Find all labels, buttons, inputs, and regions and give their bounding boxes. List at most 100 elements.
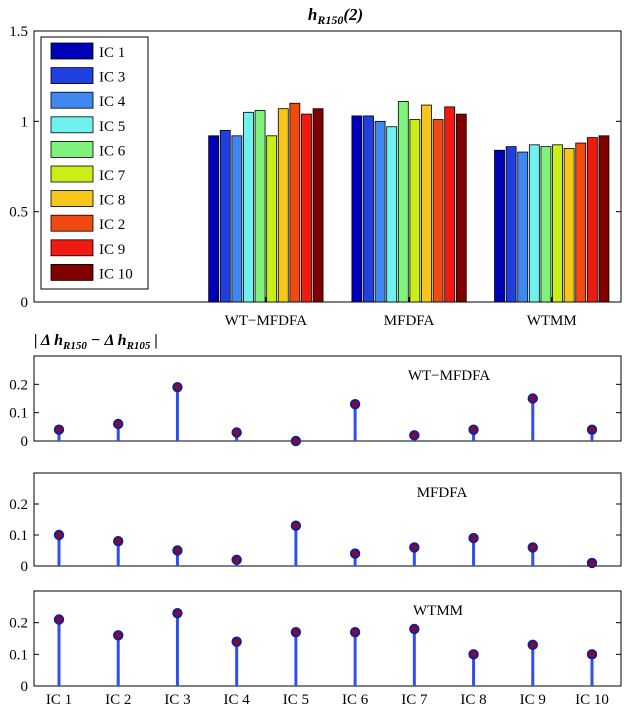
stem-marker [409,623,420,635]
bar [598,135,610,303]
bar [552,144,563,303]
x-tick-label: IC 5 [283,692,309,708]
stem-marker [527,639,538,651]
stem-marker [468,532,479,544]
bar [351,115,363,303]
bar [277,108,289,303]
bar [540,146,552,303]
stem-marker [586,649,598,660]
stem-marker [231,427,242,438]
stem-marker [113,418,124,430]
bar [312,108,324,303]
y-tick-label: 1 [21,114,29,130]
x-tick-label: IC 7 [401,692,428,708]
stem-marker [53,424,65,435]
bar [374,120,386,303]
stem-marker [468,424,479,435]
x-tick-label: IC 6 [342,692,369,708]
bar [289,102,301,303]
bar [444,106,456,303]
panel-label: WT−MFDFA [408,368,491,384]
legend-entry: IC 10 [99,266,133,282]
x-tick-label: IC 3 [164,692,190,708]
bar [243,111,254,303]
legend-swatch [50,263,94,281]
x-tick-label: IC 1 [46,692,72,708]
stem-marker [53,529,65,541]
bar [494,149,505,303]
x-tick-label: IC 8 [460,692,486,708]
legend-entry: IC 8 [99,193,125,209]
legend-entry: IC 3 [99,70,125,86]
legend-swatch [50,42,94,60]
stem-axes-frame [33,590,622,687]
stem-marker [53,614,65,625]
bar [363,115,374,303]
x-tick-label: WT−MFDFA [225,313,308,329]
stem-marker [586,557,598,569]
bar [505,146,517,303]
stem-marker [172,607,183,619]
x-tick-label: MFDFA [384,313,435,329]
x-tick-label: IC 10 [575,692,609,708]
panel-label: MFDFA [417,485,468,501]
stem-marker [409,542,420,553]
stem-ylabel: | Δ hR150 − Δ hR105 | [34,332,158,352]
stem-marker [349,626,361,638]
stem-marker [172,545,183,556]
bar [266,135,278,303]
bar-chart: hR150(2) 0 0.5 1 1.5 WT−MFDFA MFDFA WTMM IC 1 IC … [9,5,622,329]
legend-entry: IC 5 [99,119,125,135]
y-tick-label: 0.2 [9,497,28,513]
stem-marker [527,542,538,553]
bar [386,126,398,303]
bar [575,142,587,303]
bar [421,104,432,303]
bar [528,144,540,303]
chart-title: hR150(2) [308,5,363,27]
y-tick-label: 0.1 [9,406,28,422]
y-tick-label: 0 [21,434,29,450]
stem-marker [349,398,361,410]
y-tick-label: 0 [21,679,29,695]
stem-marker [409,430,420,441]
stem-panel-1: 0 0.1 0.2 WT−MFDFA [9,355,622,450]
bar [586,137,598,303]
legend-swatch [50,214,94,232]
legend-entry: IC 6 [99,143,126,159]
legend-swatch [50,91,94,109]
bar-axes-frame [33,30,622,303]
legend-swatch [50,190,94,208]
y-tick-label: 0.2 [9,616,28,632]
stem-marker [113,536,124,547]
y-tick-label: 0.1 [9,528,28,544]
stem-panel-2: 0 0.1 0.2 MFDFA [9,472,622,575]
legend-swatch [50,165,94,183]
legend-swatch [50,67,94,84]
stem-marker [172,381,183,393]
bar [563,148,575,303]
bar [409,119,421,303]
x-tick-label: WTMM [527,313,577,329]
legend-entry: IC 2 [99,217,125,233]
bar [231,135,243,303]
panel-label: WTMM [413,603,463,619]
bar [517,151,529,303]
y-tick-label: 0 [21,559,29,575]
stem-marker [290,626,302,638]
stem-marker [349,548,361,559]
stem-panel-3: 0 0.1 0.2 WTMM IC 1 IC 2 IC 3 IC 4 IC 5 IC 6 IC 7 I… [9,590,622,708]
y-tick-label: 0.5 [9,205,28,221]
stem-marker [468,649,479,660]
legend-swatch [50,239,94,257]
y-tick-label: 0 [21,295,29,311]
legend-swatch [50,140,94,158]
bar [208,135,220,303]
bar [397,101,409,303]
bar [301,113,312,303]
stem-axes-frame [33,472,622,567]
stem-marker [231,636,242,647]
stem-marker [290,435,302,447]
legend-entry: IC 1 [99,45,125,61]
